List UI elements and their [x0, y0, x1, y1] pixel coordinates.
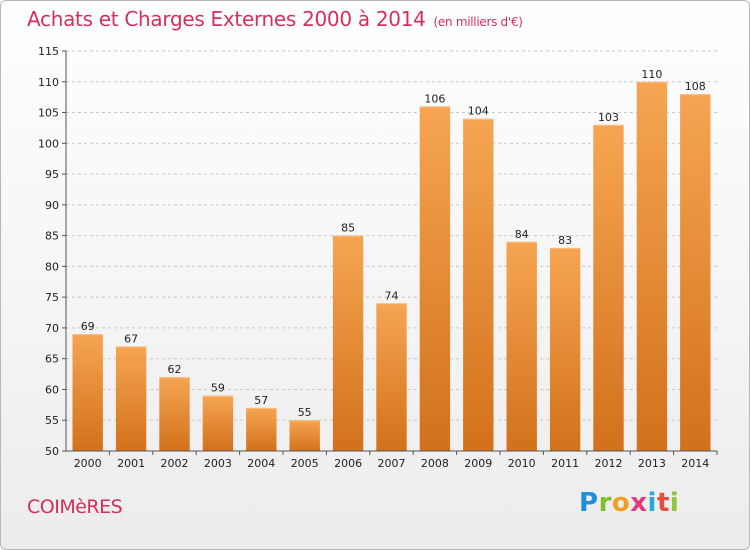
bar	[72, 334, 103, 451]
bar	[463, 118, 494, 451]
data-label: 74	[385, 289, 399, 302]
y-tick-label: 60	[45, 383, 59, 396]
chart-title: Achats et Charges Externes 2000 à 2014 (e…	[27, 7, 523, 31]
bar	[115, 346, 147, 451]
commune-name: COIMèRES	[27, 496, 123, 518]
x-tick-label: 2005	[291, 457, 319, 470]
x-tick-label: 2013	[638, 457, 666, 470]
data-label: 59	[211, 382, 225, 395]
x-tick-label: 2001	[117, 457, 145, 470]
x-tick-label: 2011	[551, 457, 579, 470]
x-tick-label: 2007	[378, 457, 406, 470]
y-tick-label: 115	[38, 45, 59, 58]
bar	[506, 241, 537, 451]
data-label: 110	[641, 68, 662, 81]
bar	[202, 395, 234, 451]
data-label: 104	[468, 105, 489, 118]
data-label: 108	[685, 80, 706, 93]
x-tick-label: 2000	[74, 457, 102, 470]
data-label: 55	[298, 406, 312, 419]
x-tick-label: 2004	[247, 457, 275, 470]
y-tick-label: 75	[45, 291, 59, 304]
bar	[332, 235, 364, 451]
bar	[549, 247, 581, 451]
data-label: 85	[341, 222, 355, 235]
proxiti-logo: Proxiti	[579, 488, 680, 518]
y-tick-label: 100	[38, 137, 59, 150]
chart-title-text: Achats et Charges Externes 2000 à 2014	[27, 7, 426, 31]
bar	[159, 377, 190, 451]
y-tick-label: 110	[38, 76, 59, 89]
y-tick-label: 80	[45, 260, 59, 273]
y-tick-label: 105	[38, 107, 59, 120]
bar	[246, 407, 277, 451]
data-label: 83	[558, 234, 572, 247]
bar	[593, 124, 624, 451]
y-tick-label: 95	[45, 168, 59, 181]
data-label: 62	[168, 363, 182, 376]
x-tick-label: 2010	[508, 457, 536, 470]
chart-subtitle: (en milliers d'€)	[433, 15, 523, 29]
data-label: 103	[598, 111, 619, 124]
x-tick-label: 2006	[334, 457, 362, 470]
data-label: 67	[124, 332, 138, 345]
x-tick-label: 2003	[204, 457, 232, 470]
axes: 50 55 60 65 70 75 80 85 90 95 100 105 110 115 2000 2001…	[38, 45, 718, 470]
x-tick-label: 2012	[595, 457, 623, 470]
bars: 69 67 62 59 57 55 85 74 106 104 84 83 103 110 108	[72, 68, 711, 452]
data-label: 57	[254, 394, 268, 407]
data-label: 69	[81, 320, 95, 333]
y-tick-label: 65	[45, 353, 59, 366]
x-tick-label: 2014	[681, 457, 709, 470]
bar	[680, 94, 711, 452]
x-tick-label: 2009	[464, 457, 492, 470]
bar	[289, 420, 320, 451]
x-tick-label: 2002	[161, 457, 189, 470]
y-tick-label: 90	[45, 199, 59, 212]
bar	[376, 303, 407, 451]
y-tick-label: 50	[45, 445, 59, 458]
data-label: 106	[424, 92, 445, 105]
y-tick-label: 70	[45, 322, 59, 335]
y-tick-label: 55	[45, 414, 59, 427]
x-tick-label: 2008	[421, 457, 449, 470]
bar	[636, 81, 668, 452]
y-tick-label: 85	[45, 230, 59, 243]
bar	[419, 106, 451, 451]
data-label: 84	[515, 228, 529, 241]
